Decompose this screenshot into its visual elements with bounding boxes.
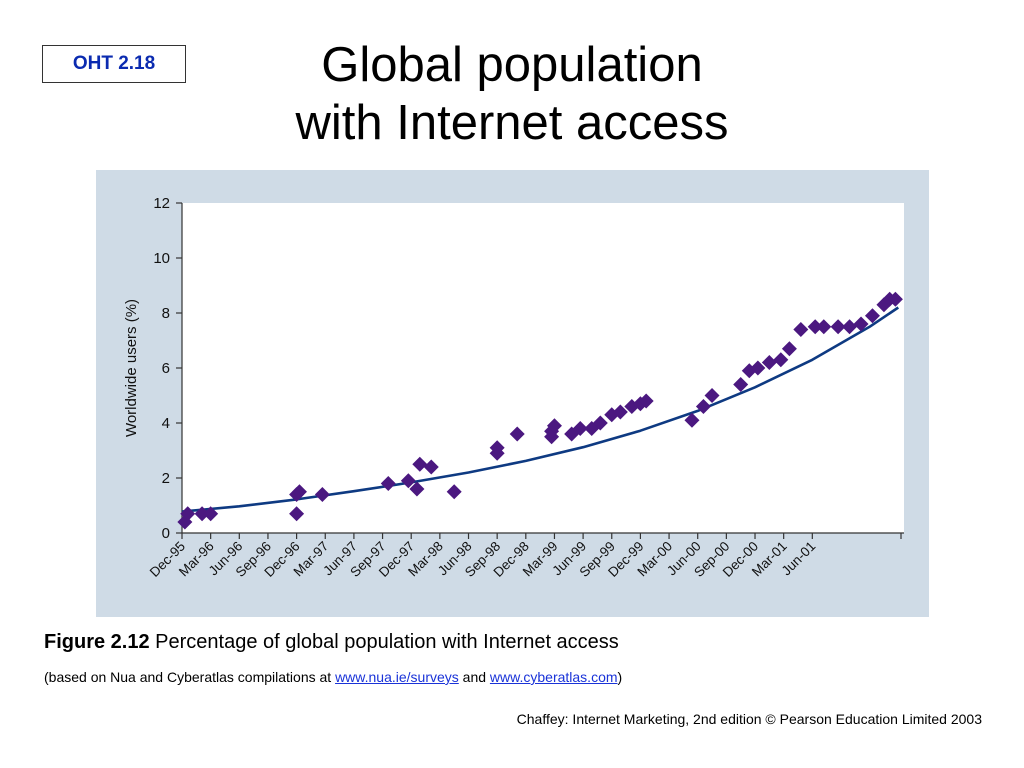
title-line-2: with Internet access (295, 96, 729, 150)
data-point (409, 481, 425, 497)
data-point (289, 506, 305, 522)
data-point (887, 291, 903, 307)
data-point (194, 506, 210, 522)
data-point (612, 404, 628, 420)
data-point (423, 459, 439, 475)
title-line-1: Global population (321, 38, 703, 92)
source-suffix: ) (617, 669, 623, 685)
source-note: (based on Nua and Cyberatlas compilation… (44, 669, 622, 685)
y-tick-label: 4 (162, 415, 170, 432)
y-tick-label: 10 (153, 250, 170, 267)
data-point (684, 412, 700, 428)
data-point (807, 319, 823, 335)
figure-caption-text: Percentage of global population with Int… (155, 631, 619, 653)
data-point (180, 506, 196, 522)
data-point (446, 484, 462, 500)
y-tick-label: 12 (153, 195, 170, 212)
y-tick-label: 2 (162, 470, 170, 487)
data-point (380, 476, 396, 491)
data-point (830, 319, 846, 335)
cyberatlas-link[interactable]: www.cyberatlas.com (489, 669, 618, 685)
source-middle: and (458, 669, 490, 685)
data-point (638, 393, 654, 409)
nua-link[interactable]: www.nua.ie/surveys (335, 669, 459, 685)
y-axis-label: Worldwide users (%) (123, 299, 140, 437)
plot-area (182, 203, 904, 533)
data-point (412, 456, 428, 472)
source-prefix: (based on Nua and Cyberatlas compilation… (44, 669, 336, 685)
data-point (773, 352, 789, 368)
data-point (816, 319, 832, 335)
data-point (842, 319, 858, 335)
data-point (781, 341, 797, 357)
data-point (733, 377, 749, 392)
data-point (592, 415, 608, 431)
data-point (509, 426, 525, 442)
data-point (314, 487, 330, 502)
chart-panel: 0 2 4 6 8 10 12 Worldwide users (%) Dec-95 Mar-96… (96, 170, 929, 617)
figure-number: Figure 2.12 (44, 631, 150, 653)
copyright-credit: Chaffey: Internet Marketing, 2nd edition… (516, 711, 982, 727)
y-tick-label: 8 (162, 305, 170, 322)
trend-line (181, 306, 900, 513)
y-tick-label: 6 (162, 360, 170, 377)
data-point (572, 421, 588, 436)
data-point (695, 399, 711, 414)
data-point (203, 506, 219, 522)
data-point (400, 473, 416, 489)
data-point (750, 360, 766, 376)
figure-caption: Figure 2.12 Percentage of global populat… (44, 631, 619, 654)
data-point (291, 484, 307, 500)
data-point (546, 418, 562, 434)
y-tick-label: 0 (162, 525, 170, 542)
data-point (489, 440, 505, 456)
data-point (793, 322, 809, 337)
page-title: Global population with Internet access (212, 36, 812, 152)
slide-badge: OHT 2.18 (42, 45, 186, 83)
data-point (864, 308, 880, 324)
data-point (853, 316, 869, 332)
data-point (761, 355, 777, 370)
data-point (704, 388, 720, 403)
